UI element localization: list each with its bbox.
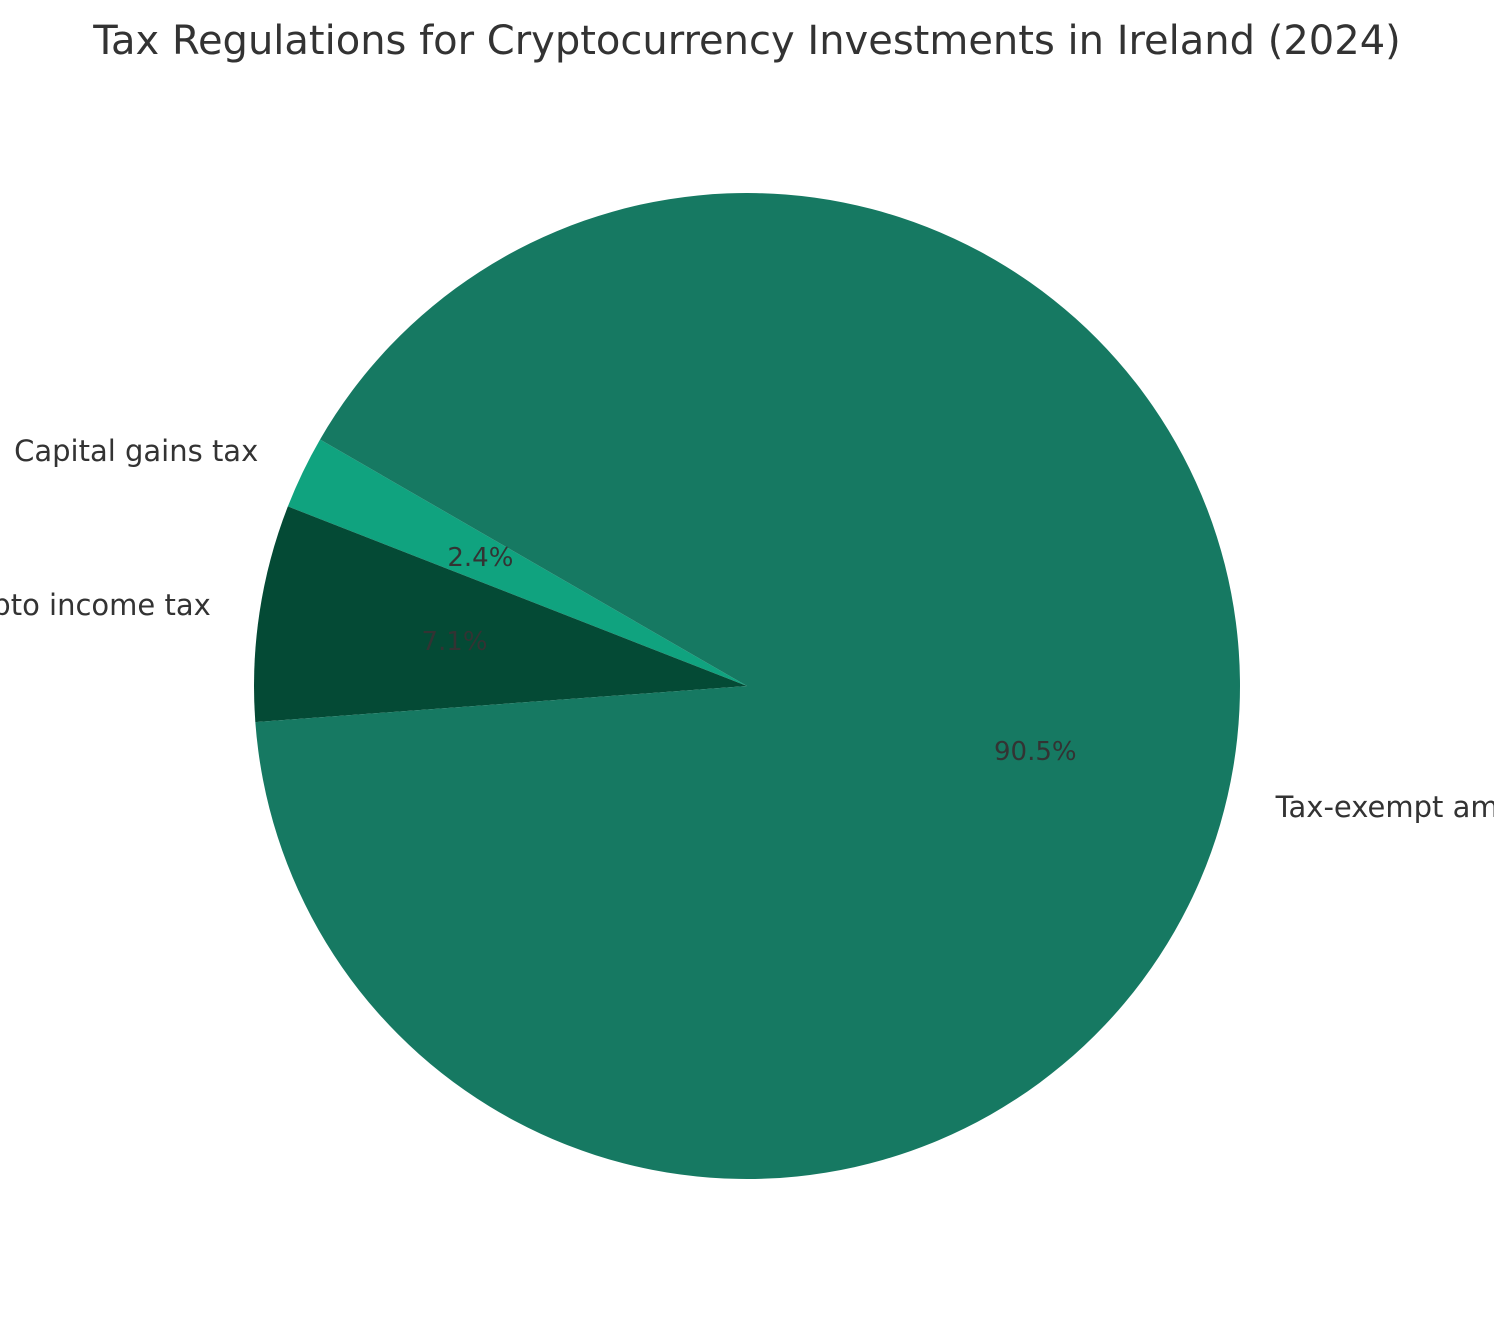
pct-label-crypto-income-tax: 7.1% (421, 627, 487, 657)
pie-slices (254, 192, 1240, 1179)
slice-capital-gains-tax (287, 439, 747, 686)
slice-labels: Capital gains tax Crypto income tax Tax-ex… (0, 434, 1494, 824)
pct-label-capital-gains-tax: 2.4% (447, 543, 513, 573)
pct-label-tax-exempt-amount: 90.5% (994, 737, 1077, 767)
slice-tax-exempt-amount (255, 192, 1240, 1179)
label-tax-exempt-amount: Tax-exempt amount (1275, 790, 1494, 824)
slice-crypto-income-tax (254, 506, 747, 723)
percentage-labels: 2.4% 7.1% 90.5% (421, 543, 1076, 767)
label-crypto-income-tax: Crypto income tax (0, 588, 211, 622)
chart-title: Tax Regulations for Cryptocurrency Inves… (92, 18, 1401, 64)
label-capital-gains-tax: Capital gains tax (14, 434, 258, 468)
